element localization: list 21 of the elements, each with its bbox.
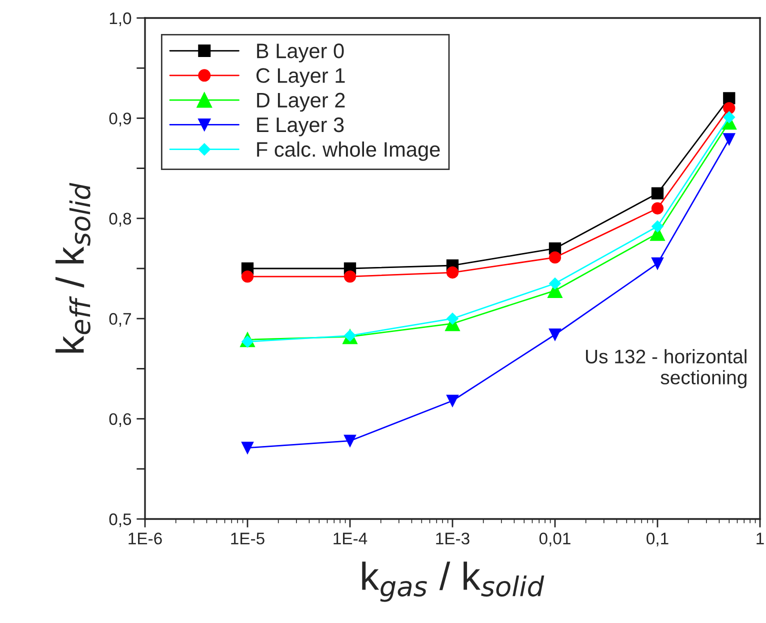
y-tick-label: 0,7 — [109, 313, 131, 327]
legend-label: C Layer 1 — [256, 68, 345, 88]
legend-label: B Layer 0 — [257, 44, 344, 62]
x-tick-label: 1E-5 — [231, 532, 264, 544]
y-tick-label: 0,9 — [109, 112, 132, 126]
y-axis-title: k$_{eff}$ / k$_{solid}$ — [56, 182, 90, 353]
y-tick-label: 0,8 — [109, 212, 132, 227]
x-tick-label: 1E-4 — [334, 532, 368, 544]
x-tick-label: 1E-3 — [436, 532, 470, 544]
legend-label: D Layer 2 — [257, 92, 345, 112]
y-tick-label: 0,6 — [109, 413, 132, 427]
y-tick-label: 0,5 — [109, 513, 132, 528]
annotation: Us 132 - horizontal sectioning — [586, 349, 746, 388]
y-tick-label: 1,0 — [110, 12, 132, 26]
legend-label: E Layer 3 — [257, 117, 344, 136]
legend-label: F calc. whole Image — [257, 142, 440, 161]
x-tick-label: 1E-6 — [128, 532, 162, 544]
x-tick-label: 1 — [756, 532, 764, 544]
x-tick-label: 0,01 — [539, 532, 570, 546]
x-tick-label: 0,1 — [646, 532, 668, 546]
x-axis-title: k$_{gas}$ / k$_{solid}$ — [362, 562, 544, 602]
